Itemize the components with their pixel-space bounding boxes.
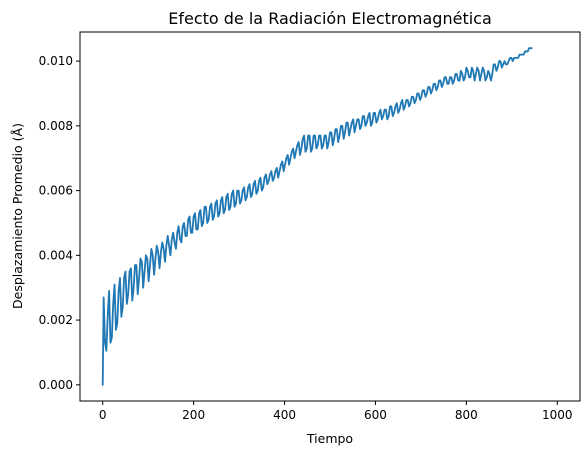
y-tick-label: 0.006 [39, 184, 73, 198]
x-tick-label: 0 [99, 408, 107, 422]
y-tick-label: 0.004 [39, 248, 73, 262]
y-tick-label: 0.000 [39, 378, 73, 392]
x-tick-label: 600 [364, 408, 387, 422]
x-tick-label: 400 [273, 408, 296, 422]
chart-title: Efecto de la Radiación Electromagnética [168, 9, 492, 28]
y-axis-label: Desplazamiento Promedio (Å) [10, 123, 25, 309]
y-tick-label: 0.002 [39, 313, 73, 327]
x-tick-label: 800 [455, 408, 478, 422]
x-tick-label: 200 [182, 408, 205, 422]
x-tick-label: 1000 [542, 408, 573, 422]
y-tick-label: 0.008 [39, 119, 73, 133]
y-tick-label: 0.010 [39, 54, 73, 68]
x-axis-label: Tiempo [306, 431, 353, 446]
